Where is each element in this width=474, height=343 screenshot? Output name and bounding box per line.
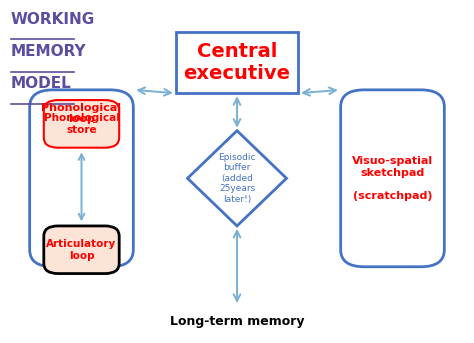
Text: Phonological
loop: Phonological loop bbox=[42, 103, 121, 125]
Text: MODEL: MODEL bbox=[11, 76, 72, 91]
Text: Visuo-spatial
sketchpad

(scratchpad): Visuo-spatial sketchpad (scratchpad) bbox=[352, 156, 433, 201]
FancyBboxPatch shape bbox=[30, 90, 133, 267]
FancyBboxPatch shape bbox=[44, 226, 119, 274]
Text: Phonological
store: Phonological store bbox=[44, 113, 119, 135]
FancyBboxPatch shape bbox=[341, 90, 444, 267]
FancyBboxPatch shape bbox=[44, 100, 119, 148]
Text: Articulatory
loop: Articulatory loop bbox=[46, 239, 117, 261]
Text: MEMORY: MEMORY bbox=[11, 44, 86, 59]
FancyBboxPatch shape bbox=[176, 32, 298, 93]
Text: WORKING: WORKING bbox=[11, 12, 95, 27]
Text: Central
executive: Central executive bbox=[183, 42, 291, 83]
Text: Episodic
buffer
(added
25years
later!): Episodic buffer (added 25years later!) bbox=[218, 153, 256, 204]
Polygon shape bbox=[188, 131, 286, 226]
Text: Long-term memory: Long-term memory bbox=[170, 315, 304, 328]
